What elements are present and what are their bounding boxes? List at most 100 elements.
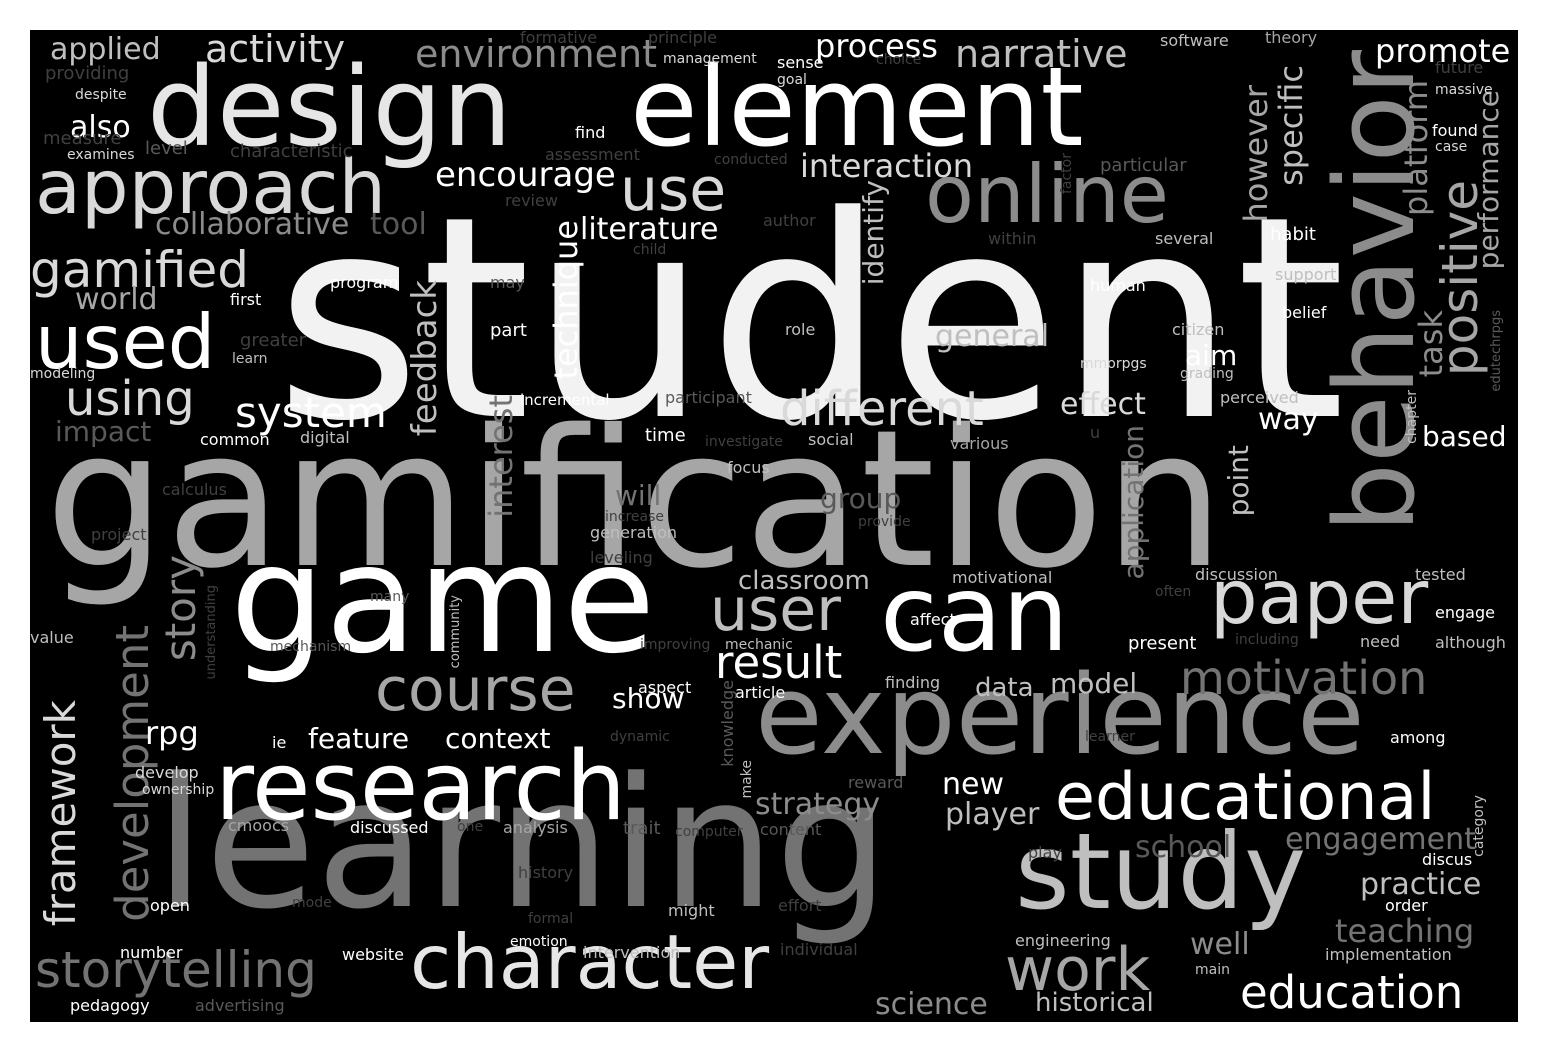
word-aim: aim — [1185, 339, 1238, 372]
word-several: several — [1155, 229, 1214, 248]
word-feedback: feedback — [405, 280, 445, 437]
word-sense: sense — [777, 53, 824, 72]
word-article: article — [735, 683, 786, 702]
word-time: time — [645, 425, 686, 446]
word-used: used — [35, 298, 216, 386]
word-design: design — [147, 43, 512, 171]
word-educational: educational — [1055, 760, 1436, 835]
word-system: system — [235, 388, 387, 437]
word-including: including — [1235, 632, 1299, 648]
word-find: find — [575, 123, 606, 142]
word-case: case — [1435, 139, 1468, 155]
word-massive: massive — [1435, 82, 1493, 98]
word-pedagogy: pedagogy — [70, 996, 150, 1015]
word-although: although — [1435, 633, 1506, 652]
word-main: main — [1195, 962, 1230, 978]
word-based: based — [1422, 420, 1507, 453]
word-gamified: gamified — [30, 241, 249, 299]
word-participant: participant — [665, 388, 752, 407]
word-u: u — [1090, 423, 1101, 442]
word-website: website — [342, 945, 404, 964]
word-effort: effort — [778, 896, 822, 915]
word-process: process — [815, 30, 938, 65]
word-specific: specific — [1272, 65, 1310, 186]
word-show: show — [612, 682, 685, 715]
word-technique: technique — [547, 220, 585, 380]
word-online: online — [925, 148, 1170, 241]
word-dynamic: dynamic — [610, 729, 670, 745]
word-among: among — [1390, 728, 1446, 747]
word-play: play — [1028, 843, 1062, 862]
word-user: user — [710, 575, 841, 645]
word-tool: tool — [370, 207, 427, 242]
word-need: need — [1360, 632, 1400, 651]
word-way: way — [1258, 402, 1319, 437]
word-character: character — [410, 918, 770, 1006]
word-use: use — [620, 155, 727, 225]
word-cloud: student gamification learning game design ele… — [30, 30, 1518, 1022]
word-present: present — [1128, 633, 1197, 654]
word-intervention: intervention — [583, 943, 681, 962]
word-formal: formal — [528, 911, 574, 927]
word-discussed: discussed — [350, 818, 429, 837]
word-aspect: aspect — [638, 678, 692, 697]
word-value: value — [30, 628, 74, 647]
word-project: project — [91, 525, 147, 544]
word-order: order — [1385, 896, 1428, 915]
word-impact: impact — [55, 415, 152, 448]
word-analysis: analysis — [503, 818, 568, 837]
word-discussion: discussion — [1195, 565, 1278, 584]
word-management: management — [663, 51, 757, 67]
word-strategy: strategy — [755, 787, 881, 822]
word-mechanic: mechanic — [725, 637, 793, 653]
word-goal: goal — [777, 72, 807, 88]
word-group: group — [820, 482, 902, 515]
word-software: software — [1160, 31, 1229, 50]
word-historical: historical — [1035, 988, 1154, 1018]
word-history: history — [518, 863, 574, 882]
word-generation: generation — [590, 523, 678, 542]
word-engineering: engineering — [1015, 931, 1111, 950]
word-classroom: classroom — [738, 566, 870, 596]
word-calculus: calculus — [162, 480, 227, 499]
word-investigate: investigate — [705, 434, 783, 450]
word-various: various — [950, 434, 1009, 453]
word-author: author — [763, 211, 816, 230]
word-focus: focus — [727, 458, 770, 477]
word-learner: learner — [1085, 729, 1135, 745]
word-interest: interest — [482, 395, 520, 518]
word-will: will — [615, 479, 662, 512]
word-within: within — [988, 229, 1037, 248]
word-principle: principle — [648, 30, 718, 47]
word-many: many — [370, 589, 410, 605]
word-perceived: perceived — [1220, 388, 1299, 407]
word-provide: provide — [858, 514, 911, 530]
word-approach: approach — [35, 143, 386, 231]
word-engagement: engagement — [1285, 822, 1476, 857]
word-formative: formative — [520, 30, 598, 47]
word-digital: digital — [300, 428, 350, 447]
word-motivational: motivational — [952, 568, 1053, 587]
word-grading: grading — [1180, 366, 1234, 382]
word-different: different — [780, 381, 984, 437]
word-support: support — [1275, 265, 1337, 284]
word-characteristic: characteristic — [230, 141, 353, 162]
word-element: element — [630, 43, 1084, 171]
word-future: future — [1435, 58, 1484, 77]
word-data: data — [975, 673, 1034, 703]
word-literature: literature — [580, 212, 719, 247]
word-child: child — [633, 242, 667, 258]
word-model: model — [1050, 667, 1138, 700]
word-might: might — [668, 901, 715, 920]
word-applied: applied — [50, 32, 161, 67]
word-environment: environment — [415, 32, 658, 76]
word-found: found — [1432, 121, 1478, 140]
word-learning: learning — [155, 740, 890, 949]
word-examines: examines — [67, 147, 135, 163]
word-teaching: teaching — [1335, 912, 1475, 950]
word-program: program — [330, 273, 399, 292]
word-increase: increase — [605, 509, 665, 525]
word-new: new — [942, 767, 1005, 802]
word-part: part — [490, 320, 527, 341]
word-level: level — [145, 138, 188, 159]
